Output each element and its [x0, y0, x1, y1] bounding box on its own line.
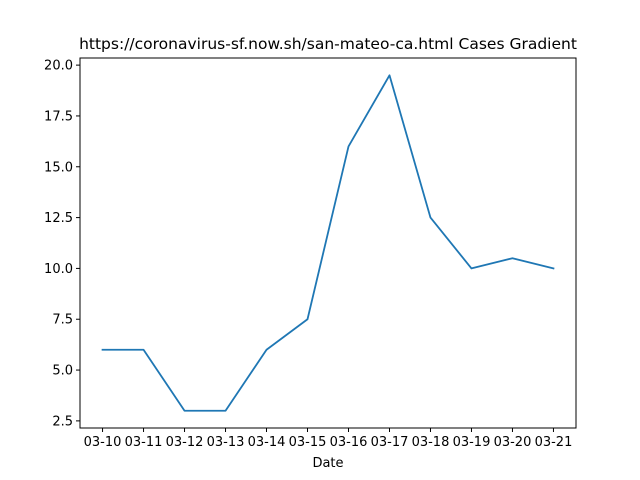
- chart-title: https://coronavirus-sf.now.sh/san-mateo-…: [79, 35, 577, 53]
- x-axis: 03-10 03-11 03-12 03-13 03-14 03-15 03-16 03-17…: [84, 428, 573, 450]
- x-axis-label: Date: [312, 456, 343, 471]
- data-point: [307, 318, 309, 320]
- y-tick-label: 17.5: [44, 109, 73, 124]
- data-point: [389, 74, 391, 76]
- data-point: [266, 349, 268, 351]
- x-tick-label: 03-10: [84, 435, 122, 450]
- y-tick-label: 2.5: [52, 414, 73, 429]
- data-point: [348, 146, 350, 148]
- axes-frame: [79, 57, 577, 429]
- y-tick-label: 15.0: [44, 160, 73, 175]
- x-tick-label: 03-16: [330, 435, 368, 450]
- x-tick-label: 03-20: [494, 435, 532, 450]
- data-point: [184, 410, 186, 412]
- x-tick-label: 03-21: [535, 435, 573, 450]
- data-point: [102, 349, 104, 351]
- y-axis: 2.5 5.0 7.5 10.0 12.5 15.0 17.5 20.0: [44, 59, 80, 429]
- series-line: [101, 74, 555, 412]
- data-point: [143, 349, 145, 351]
- x-tick-label: 03-14: [248, 435, 286, 450]
- data-point: [512, 257, 514, 259]
- x-tick-label: 03-18: [412, 435, 450, 450]
- x-tick-label: 03-15: [289, 435, 327, 450]
- x-tick-label: 03-13: [207, 435, 245, 450]
- x-tick-label: 03-19: [453, 435, 491, 450]
- x-tick-label: 03-12: [166, 435, 204, 450]
- data-point: [430, 217, 432, 219]
- y-tick-label: 5.0: [52, 364, 73, 379]
- data-point: [553, 268, 555, 270]
- y-tick-label: 12.5: [44, 211, 73, 226]
- y-tick-label: 20.0: [44, 59, 73, 74]
- x-tick-label: 03-17: [371, 435, 409, 450]
- plot-area: [101, 74, 555, 412]
- y-tick-label: 10.0: [44, 262, 73, 277]
- x-tick-label: 03-11: [125, 435, 163, 450]
- data-point: [471, 268, 473, 270]
- data-point: [225, 410, 227, 412]
- y-tick-label: 7.5: [52, 313, 73, 328]
